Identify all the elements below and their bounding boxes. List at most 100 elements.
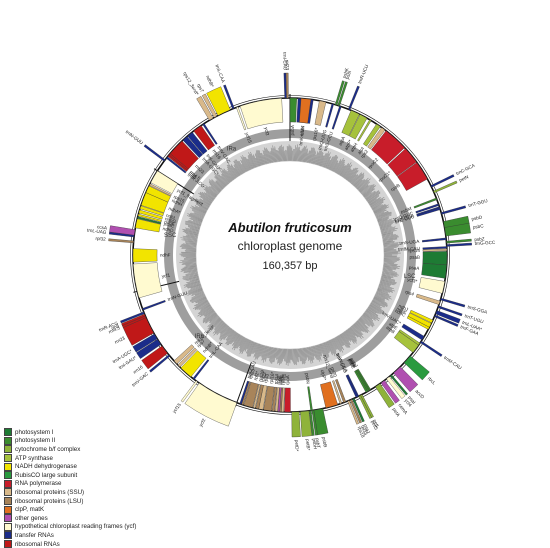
gene-label: rps7 <box>196 83 205 94</box>
gene-label: ndhJ <box>398 303 409 312</box>
gene-block <box>139 205 164 217</box>
region-label: IRb <box>195 334 205 340</box>
gene-block <box>430 174 455 188</box>
gene-block <box>184 382 238 427</box>
gene-label: trnR-UCU <box>357 64 369 85</box>
legend-label: photosystem II <box>15 437 56 445</box>
gene-block <box>271 386 278 412</box>
gene-label: ndhH <box>171 198 183 207</box>
gene-label: psaC <box>163 221 175 229</box>
gene-label: trnT-UGU <box>464 313 484 324</box>
gene-block <box>357 119 372 142</box>
gene-block <box>177 347 198 368</box>
legend-item: ATP synthase <box>4 454 164 463</box>
gene-label: petB* <box>305 439 311 451</box>
gene-label: atpA <box>338 135 347 147</box>
gene-block <box>349 114 368 140</box>
gene-label: trnT-GGU <box>468 198 489 208</box>
gene-block <box>243 381 259 408</box>
gene-block <box>314 100 327 126</box>
gene-block <box>320 381 338 409</box>
gene-label: ndhC <box>394 308 407 318</box>
gene-block <box>109 225 136 236</box>
gene-label: rrn4.5 <box>189 169 202 181</box>
gene-block <box>263 385 275 412</box>
gene-block <box>137 213 162 223</box>
gene-block <box>132 248 158 263</box>
gene-block <box>166 156 187 174</box>
gene-label: atpI <box>357 146 365 155</box>
gc-content-bars <box>179 144 401 366</box>
gene-label: trnS-GCU <box>323 131 334 152</box>
gene-block <box>349 399 362 424</box>
gene-block <box>363 123 381 147</box>
region-label: SSC <box>164 233 177 239</box>
legend-item: clpP, matK <box>4 505 164 514</box>
gene-label: rps12_3end* <box>182 71 199 96</box>
gene-block <box>132 333 158 353</box>
gene-block <box>393 366 419 393</box>
gene-label: petA <box>392 407 402 418</box>
gene-block <box>180 380 198 403</box>
gene-label: trnI-CAU <box>246 361 256 380</box>
legend: photosystem I photosystem II cytochrome … <box>4 428 164 548</box>
gene-block <box>202 123 218 145</box>
gene-label: atpF* <box>343 139 353 151</box>
legend-item: ribosomal proteins (LSU) <box>4 497 164 506</box>
gene-block <box>352 398 365 423</box>
inner-disc <box>195 160 385 350</box>
gene-label: rpl23 <box>285 60 290 71</box>
gene-label: atpE <box>388 321 399 330</box>
gene-label: petD* <box>294 440 299 452</box>
legend-label: RNA polymerase <box>15 480 62 488</box>
legend-item: photosystem II <box>4 436 164 446</box>
gene-label: atpB <box>385 325 396 335</box>
gene-block <box>403 355 430 381</box>
gene-label: ndhK <box>396 306 409 316</box>
gene-label: ndhG <box>164 216 177 224</box>
gene-label: rps7 <box>196 338 206 348</box>
gene-label: ycf2 <box>198 417 207 427</box>
gene-label: trnL-UAG <box>87 228 107 235</box>
gene-label: accD <box>414 389 425 401</box>
legend-label: transfer RNAs <box>15 531 54 539</box>
gene-label: rpl2* <box>253 370 260 381</box>
legend-item: RNA polymerase <box>4 479 164 489</box>
gene-block <box>334 80 345 106</box>
gene-label: trnM-CAU <box>443 355 463 370</box>
gene-label: rrn5 <box>188 171 198 180</box>
legend-label: ATP synthase <box>15 454 53 462</box>
gene-block <box>307 386 313 411</box>
genome-title: Abutilon fruticosum <box>227 220 352 235</box>
gene-label: ycf4 <box>404 398 413 408</box>
gene-block <box>345 374 358 398</box>
gene-block <box>108 238 134 244</box>
gene-label: trnI-CAU <box>282 52 287 70</box>
gene-label: psbJ <box>349 357 358 368</box>
gene-block <box>389 374 408 396</box>
gene-block <box>354 370 368 393</box>
gene-block <box>420 340 443 357</box>
gene-block <box>137 216 162 225</box>
gene-label: ndhE <box>164 219 176 227</box>
gene-block <box>387 148 417 177</box>
gene-label: rpl14 <box>273 373 279 384</box>
genome-size: 160,357 bp <box>262 260 317 272</box>
gene-block <box>415 293 441 305</box>
gene-label: petL <box>372 419 381 430</box>
legend-item: transfer RNAs <box>4 531 164 540</box>
gene-block <box>150 170 178 194</box>
gene-label: psbL <box>348 357 358 369</box>
gene-block <box>133 262 163 299</box>
legend-label: ribosomal proteins (LSU) <box>15 497 84 505</box>
gene-block <box>284 387 291 413</box>
legend-swatch <box>4 462 12 471</box>
gene-block <box>149 354 171 373</box>
gene-block <box>145 185 171 203</box>
legend-item: NADH dehydrogenase <box>4 462 164 471</box>
gene-label: rpl36 <box>279 374 285 385</box>
gene-block <box>300 410 313 437</box>
gene-block <box>120 311 145 324</box>
gene-label: rrn5 <box>110 323 120 331</box>
gene-block <box>193 125 215 151</box>
